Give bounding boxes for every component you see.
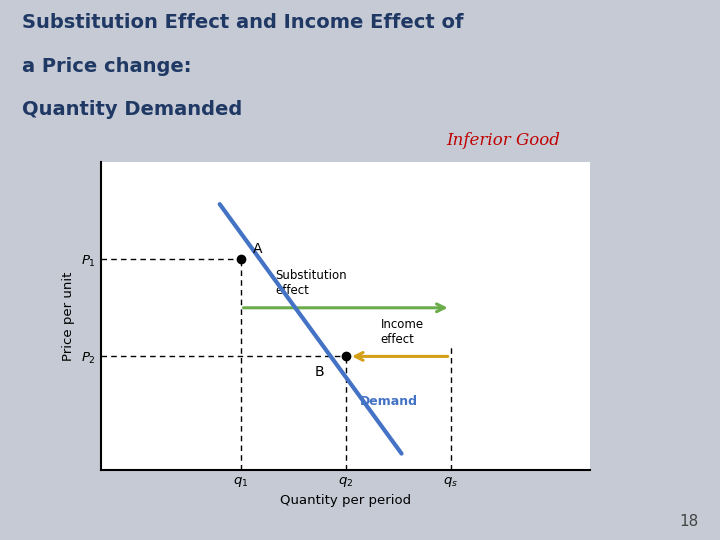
Y-axis label: Price per unit: Price per unit — [63, 271, 76, 361]
Text: 18: 18 — [679, 514, 698, 529]
Text: A: A — [253, 242, 263, 256]
X-axis label: Quantity per period: Quantity per period — [280, 494, 411, 507]
Text: Substitution
effect: Substitution effect — [276, 269, 347, 297]
Text: Quantity Demanded: Quantity Demanded — [22, 100, 242, 119]
Text: a Price change:: a Price change: — [22, 57, 191, 76]
Text: Substitution Effect and Income Effect of: Substitution Effect and Income Effect of — [22, 14, 463, 32]
Text: Income
effect: Income effect — [381, 318, 423, 346]
Text: B: B — [314, 365, 324, 379]
Text: Demand: Demand — [359, 395, 418, 408]
Text: Inferior Good: Inferior Good — [446, 132, 560, 149]
